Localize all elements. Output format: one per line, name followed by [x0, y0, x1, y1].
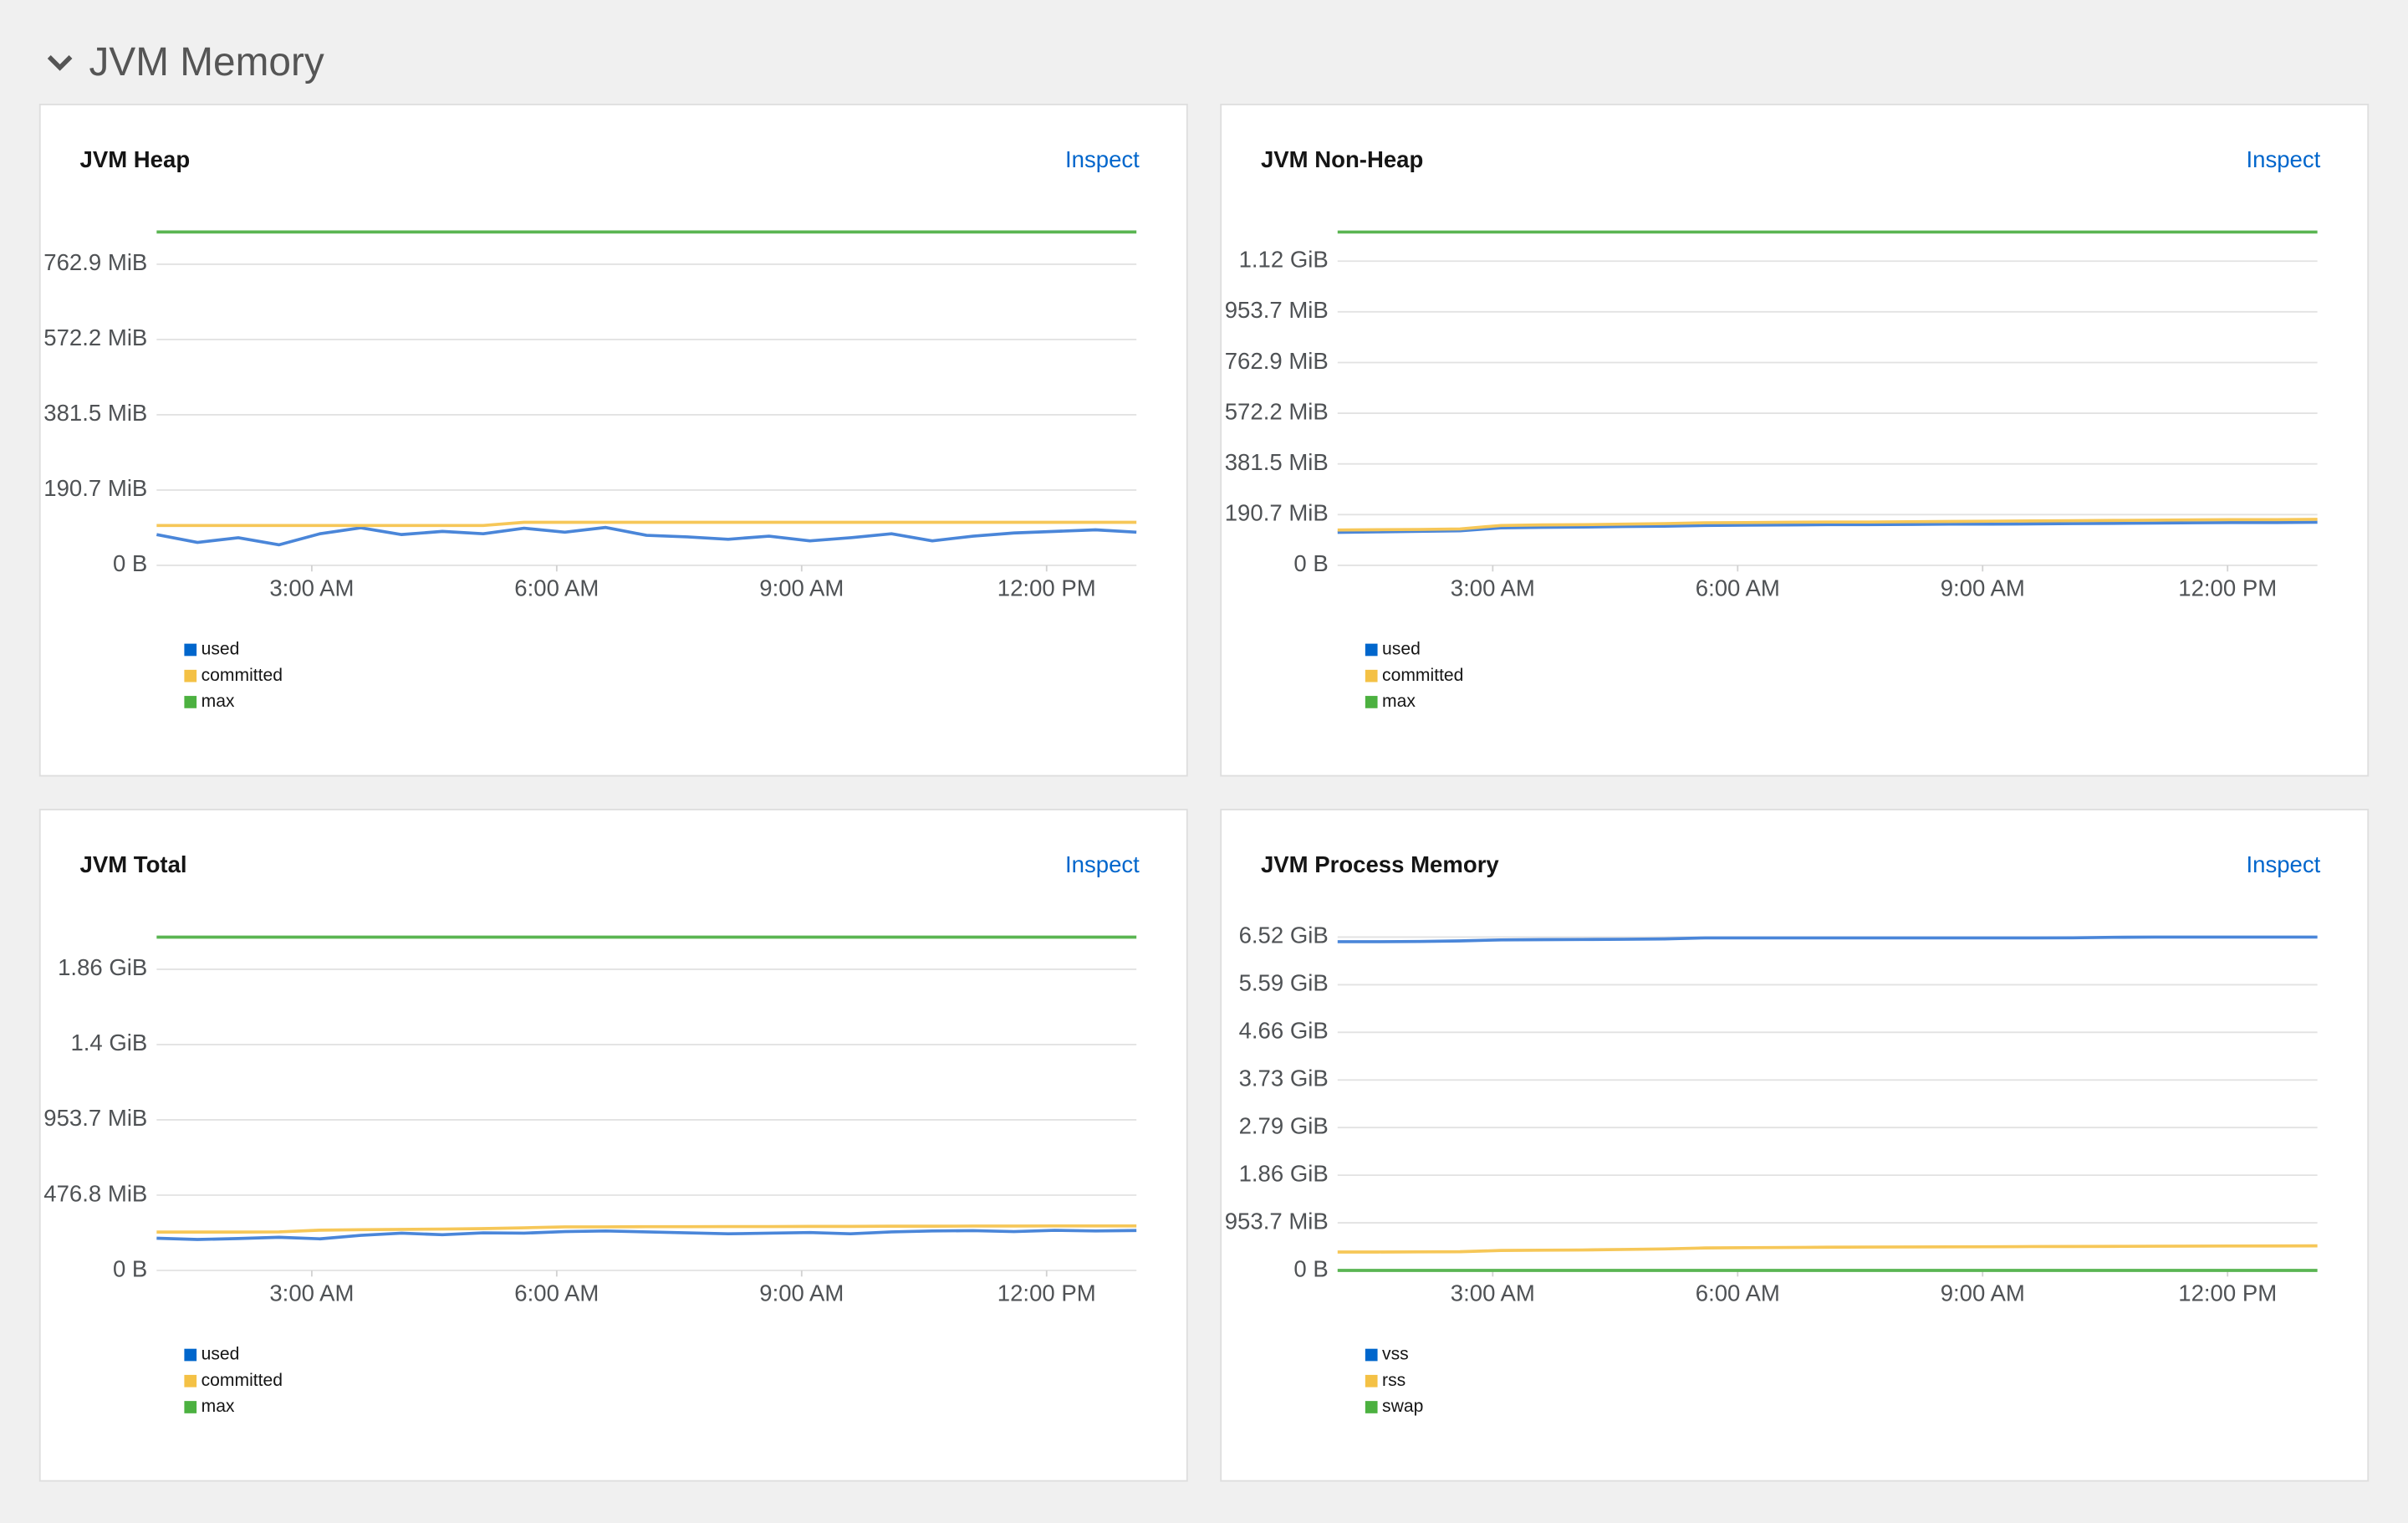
y-tick-label: 1.86 GiB [58, 954, 147, 980]
x-tick-label: 3:00 AM [1451, 1280, 1535, 1306]
y-tick-label: 5.59 GiB [1239, 970, 1329, 996]
inspect-link[interactable]: Inspect [1065, 146, 1140, 172]
x-tick-label: 9:00 AM [1941, 575, 2025, 601]
legend-label: used [202, 1345, 240, 1364]
y-tick-label: 572.2 MiB [43, 325, 147, 350]
card-title: JVM Heap [80, 146, 191, 172]
legend-swatch [184, 1349, 196, 1362]
legend-swatch [184, 1375, 196, 1388]
legend-swatch [184, 670, 196, 682]
legend-swatch [184, 1401, 196, 1413]
x-tick-label: 12:00 PM [997, 575, 1096, 601]
y-tick-label: 1.12 GiB [1239, 247, 1329, 273]
y-tick-label: 0 B [113, 550, 147, 576]
y-tick-label: 762.9 MiB [1225, 348, 1329, 374]
section-title: JVM Memory [89, 40, 324, 84]
y-tick-label: 953.7 MiB [1225, 297, 1329, 323]
y-tick-label: 190.7 MiB [43, 475, 147, 501]
x-tick-label: 3:00 AM [1451, 575, 1535, 601]
x-tick-label: 9:00 AM [1941, 1280, 2025, 1306]
x-tick-label: 6:00 AM [514, 575, 599, 601]
x-tick-label: 6:00 AM [514, 1280, 599, 1306]
y-tick-label: 3.73 GiB [1239, 1066, 1329, 1091]
x-tick-label: 3:00 AM [269, 575, 354, 601]
x-tick-label: 6:00 AM [1696, 575, 1780, 601]
legend-label: used [1382, 640, 1421, 659]
y-tick-label: 476.8 MiB [43, 1180, 147, 1206]
inspect-link[interactable]: Inspect [1065, 851, 1140, 877]
legend-label: committed [202, 1371, 283, 1390]
legend-swatch [1365, 696, 1378, 708]
x-tick-label: 6:00 AM [1696, 1280, 1780, 1306]
legend-swatch [1365, 644, 1378, 657]
legend-label: committed [202, 666, 283, 685]
x-tick-label: 3:00 AM [269, 1280, 354, 1306]
y-tick-label: 953.7 MiB [1225, 1208, 1329, 1234]
y-tick-label: 0 B [1293, 550, 1328, 576]
legend-swatch [184, 644, 196, 657]
legend-swatch [1365, 670, 1378, 682]
y-tick-label: 381.5 MiB [1225, 449, 1329, 475]
card-title: JVM Process Memory [1261, 851, 1499, 877]
y-tick-label: 4.66 GiB [1239, 1018, 1329, 1044]
y-tick-label: 1.4 GiB [70, 1030, 147, 1055]
y-tick-label: 2.79 GiB [1239, 1112, 1329, 1138]
x-tick-label: 12:00 PM [997, 1280, 1096, 1306]
x-tick-label: 12:00 PM [2178, 575, 2277, 601]
x-tick-label: 9:00 AM [759, 1280, 844, 1306]
legend-label: committed [1382, 666, 1463, 685]
y-tick-label: 0 B [1293, 1255, 1328, 1281]
legend-swatch [1365, 1401, 1378, 1413]
legend-label: used [202, 640, 240, 659]
x-tick-label: 12:00 PM [2178, 1280, 2277, 1306]
y-tick-label: 381.5 MiB [43, 400, 147, 426]
legend-swatch [1365, 1375, 1378, 1388]
y-tick-label: 762.9 MiB [43, 249, 147, 275]
inspect-link[interactable]: Inspect [2246, 851, 2320, 877]
card-title: JVM Non-Heap [1261, 146, 1423, 172]
y-tick-label: 572.2 MiB [1225, 398, 1329, 424]
legend-label: max [202, 692, 235, 711]
y-tick-label: 6.52 GiB [1239, 922, 1329, 948]
y-tick-label: 190.7 MiB [1225, 500, 1329, 526]
card-title: JVM Total [80, 851, 187, 877]
legend-label: max [202, 1397, 235, 1416]
inspect-link[interactable]: Inspect [2246, 146, 2320, 172]
legend-swatch [184, 696, 196, 708]
legend-label: max [1382, 692, 1416, 711]
legend-label: rss [1382, 1371, 1406, 1390]
y-tick-label: 953.7 MiB [43, 1105, 147, 1131]
legend-label: swap [1382, 1397, 1423, 1416]
legend-label: vss [1382, 1345, 1409, 1364]
y-tick-label: 0 B [113, 1255, 147, 1281]
legend-swatch [1365, 1349, 1378, 1362]
y-tick-label: 1.86 GiB [1239, 1160, 1329, 1186]
x-tick-label: 9:00 AM [759, 575, 844, 601]
